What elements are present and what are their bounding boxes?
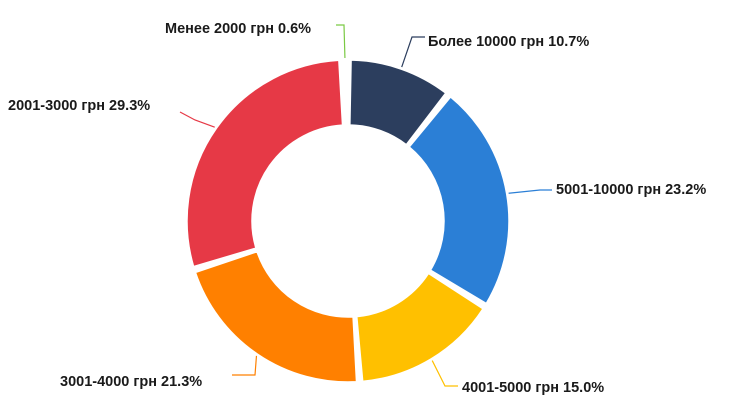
slice-label-3: 4001-5000 грн 15.0%	[462, 380, 604, 396]
slice-label-1: Более 10000 грн 10.7%	[428, 34, 589, 50]
donut-slice-2	[408, 96, 510, 305]
donut-slice-5	[186, 59, 344, 268]
donut-slice-3	[356, 272, 484, 383]
leader-line-2	[508, 189, 552, 194]
slice-label-2: 5001-10000 грн 23.2%	[556, 182, 706, 198]
donut-slice-4	[194, 250, 358, 383]
slice-label-4: 3001-4000 грн 21.3%	[60, 374, 202, 390]
leader-line-5	[179, 111, 215, 128]
slice-label-5: 2001-3000 грн 29.3%	[8, 98, 150, 114]
donut-slice-6	[344, 59, 347, 126]
slice-label-6: Менее 2000 грн 0.6%	[165, 21, 311, 37]
leader-line-3	[431, 360, 458, 387]
leader-line-1	[401, 36, 425, 68]
donut-slice-1	[349, 59, 447, 146]
leader-line-4	[232, 355, 258, 376]
leader-line-6	[336, 24, 346, 59]
